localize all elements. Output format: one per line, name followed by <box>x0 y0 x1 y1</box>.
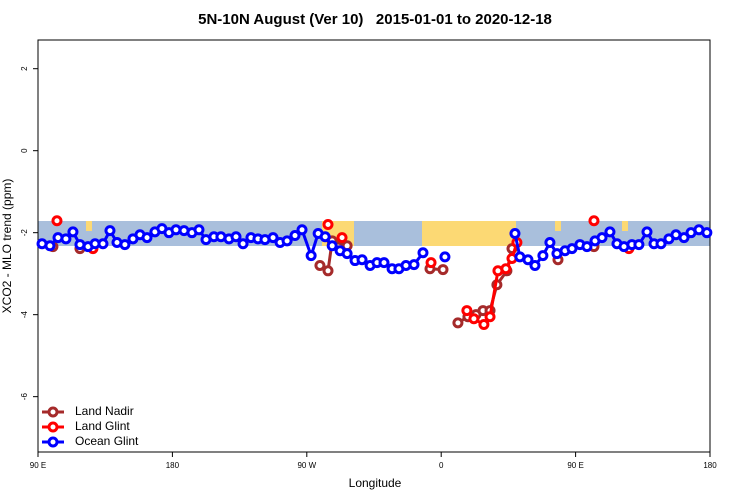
point <box>267 232 279 244</box>
land-band <box>555 221 561 231</box>
x-axis-label: Longitude <box>349 476 402 490</box>
point <box>67 226 79 238</box>
point <box>119 239 131 251</box>
point <box>641 226 653 238</box>
point <box>478 319 490 331</box>
point <box>500 263 512 275</box>
point <box>701 227 713 239</box>
point <box>104 225 116 237</box>
point <box>193 224 205 236</box>
x-tick-label: 0 <box>439 461 444 470</box>
point <box>417 247 429 259</box>
legend-marker <box>47 421 59 433</box>
point <box>544 237 556 249</box>
point <box>633 239 645 251</box>
legend-marker <box>47 406 59 418</box>
point <box>51 215 63 227</box>
point <box>336 232 348 244</box>
point <box>141 232 153 244</box>
legend-label: Land Nadir <box>75 404 134 418</box>
point <box>408 259 420 271</box>
x-tick-label: 90 E <box>567 461 583 470</box>
point <box>305 250 317 262</box>
point <box>537 250 549 262</box>
x-tick-label: 90 W <box>297 461 316 470</box>
y-tick-label: -4 <box>20 311 29 319</box>
point <box>437 264 449 276</box>
legend-label: Land Glint <box>75 419 130 433</box>
point <box>296 224 308 236</box>
land-band <box>422 221 516 246</box>
point <box>425 257 437 269</box>
chart-title: 5N-10N August (Ver 10) 2015-01-01 to 202… <box>198 11 552 28</box>
point <box>230 231 242 243</box>
point <box>461 305 473 317</box>
land-band <box>622 221 628 231</box>
point <box>529 259 541 271</box>
point <box>484 311 496 323</box>
point <box>655 238 667 250</box>
point <box>44 240 56 252</box>
point <box>378 257 390 269</box>
point <box>468 313 480 325</box>
y-axis-label: XCO2 - MLO trend (ppm) <box>0 179 14 314</box>
point <box>314 259 326 271</box>
land-band <box>86 221 92 231</box>
legend-marker <box>47 436 59 448</box>
point <box>237 238 249 250</box>
point <box>566 243 578 255</box>
point <box>588 215 600 227</box>
point <box>604 226 616 238</box>
point <box>678 232 690 244</box>
point <box>356 254 368 266</box>
x-tick-label: 180 <box>166 461 180 470</box>
y-tick-label: 2 <box>20 66 29 71</box>
point <box>596 232 608 244</box>
point <box>522 254 534 266</box>
legend-label: Ocean Glint <box>75 434 139 448</box>
x-tick-label: 90 E <box>30 461 46 470</box>
point <box>452 317 464 329</box>
point <box>439 251 451 263</box>
point <box>281 235 293 247</box>
point <box>341 248 353 260</box>
x-tick-label: 180 <box>703 461 717 470</box>
point <box>509 227 521 239</box>
y-tick-label: -2 <box>20 229 29 237</box>
point <box>322 218 334 230</box>
y-tick-label: -6 <box>20 393 29 401</box>
point <box>60 233 72 245</box>
point <box>97 238 109 250</box>
point <box>322 265 334 277</box>
point <box>319 231 331 243</box>
point <box>326 240 338 252</box>
y-tick-label: 0 <box>20 148 29 153</box>
point <box>289 230 301 242</box>
point <box>581 241 593 253</box>
